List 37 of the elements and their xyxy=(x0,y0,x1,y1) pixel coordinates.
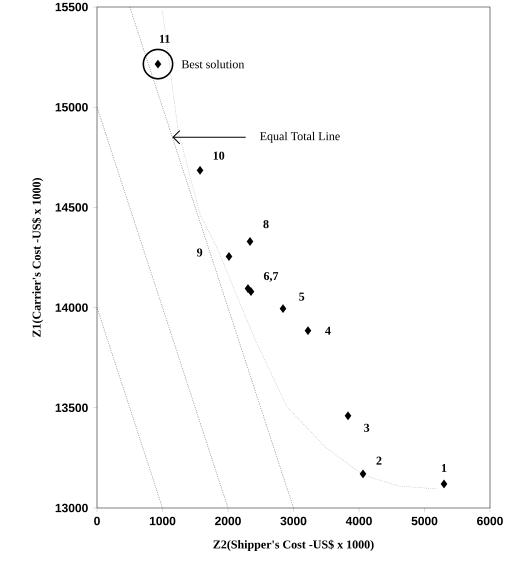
annotation: 10 xyxy=(214,152,224,160)
annotation: 2 xyxy=(376,456,382,465)
x-tick-label: 2000 xyxy=(215,516,241,526)
annotation: 3 xyxy=(364,424,370,432)
annotation: 1 xyxy=(442,464,446,472)
annotation: 8 xyxy=(263,220,269,228)
annotation: 9 xyxy=(196,248,202,257)
x-tick-label: 0 xyxy=(94,516,100,526)
x-tick-label: 5000 xyxy=(412,516,438,526)
y-tick-label: 15500 xyxy=(56,2,88,12)
point xyxy=(440,480,448,488)
point xyxy=(248,287,254,296)
point xyxy=(246,237,254,246)
y-tick-label: 14000 xyxy=(56,303,88,312)
annotation: 5 xyxy=(299,292,304,301)
annotation: Equal Total Line xyxy=(260,132,340,143)
point xyxy=(360,470,366,478)
y-tick-label: 13500 xyxy=(56,404,88,412)
y-axis-title: Z1(Carrier's Cost -US$ x 1000) xyxy=(32,178,44,337)
point xyxy=(280,304,286,313)
annotation: 4 xyxy=(325,326,331,335)
x-tick-label: 1000 xyxy=(150,516,176,526)
y-tick-label: 14500 xyxy=(56,203,88,212)
annotation: Best solution xyxy=(182,60,244,68)
y-tick-label: 15000 xyxy=(56,102,88,112)
point xyxy=(226,252,232,261)
x-axis-title: Z2(Shipper's Cost -US$ x 1000) xyxy=(213,540,374,551)
y-tick-label: 13000 xyxy=(56,504,88,512)
point xyxy=(196,166,204,175)
x-tick-label: 3000 xyxy=(280,516,306,526)
point xyxy=(344,412,352,420)
annotation: 6,7 xyxy=(264,272,278,282)
x-tick-label: 4000 xyxy=(346,516,372,526)
point xyxy=(304,326,312,335)
annotation: 11 xyxy=(160,34,170,43)
line-series xyxy=(162,10,438,490)
x-tick-label: 6000 xyxy=(477,516,503,526)
